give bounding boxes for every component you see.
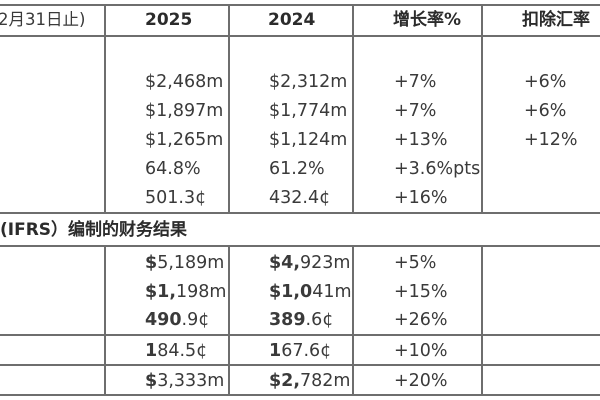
col-divider-3 xyxy=(352,4,354,214)
section2-top-border xyxy=(0,245,600,247)
value-2025-bold: 490 xyxy=(145,310,182,330)
section-title-ifrs: (IFRS）编制的财务结果 xyxy=(0,220,188,240)
growth-value: +5% xyxy=(394,253,437,273)
col-divider-4b xyxy=(481,245,483,396)
section2-bottom-border xyxy=(0,334,600,336)
col-divider-1b xyxy=(104,245,106,396)
header-period-label: 2月31日止) xyxy=(0,10,86,29)
col-divider-3b xyxy=(352,245,354,396)
header-divider xyxy=(0,35,600,37)
value-2024-rest: 67.6¢ xyxy=(281,341,332,361)
value-2025-bold: $ xyxy=(145,253,158,273)
value-2024-rest: 782m xyxy=(300,371,351,391)
value-2024: $4,923m xyxy=(269,252,350,274)
growth-value: +16% xyxy=(394,188,448,208)
col-divider-2 xyxy=(228,4,230,214)
value-2024: $1,041m xyxy=(269,281,352,303)
growth-value: +13% xyxy=(394,130,448,150)
value-2025-rest: 5,189m xyxy=(157,253,225,273)
growth-value: +26% xyxy=(394,310,448,330)
header-growth: 增长率% xyxy=(393,10,462,30)
col-divider-4 xyxy=(481,4,483,214)
table-border-bottom xyxy=(0,394,600,396)
col-divider-2b xyxy=(228,245,230,396)
growth-value: +7% xyxy=(394,72,437,92)
value-2025-rest: 84.5¢ xyxy=(157,341,208,361)
value-2024: 389.6¢ xyxy=(269,309,333,331)
value-2024: 167.6¢ xyxy=(269,340,331,362)
fx-growth-value: +12% xyxy=(524,130,578,150)
value-2024: $1,124m xyxy=(269,130,348,150)
value-2025-bold: 1 xyxy=(145,341,158,361)
value-2024-rest: 923m xyxy=(300,253,351,273)
value-2025: 501.3¢ xyxy=(145,188,207,208)
section1-bottom-border xyxy=(0,212,600,214)
value-2025-rest: 198m xyxy=(176,282,227,302)
value-2025: 64.8% xyxy=(145,159,201,179)
value-2025: $1,897m xyxy=(145,101,224,121)
value-2024-bold: $2, xyxy=(269,371,301,391)
value-2025: 184.5¢ xyxy=(145,340,207,362)
value-2025: $1,198m xyxy=(145,281,226,303)
col-divider-1 xyxy=(104,4,106,214)
value-2025-bold: $ xyxy=(145,371,158,391)
value-2024: $1,774m xyxy=(269,101,348,121)
value-2024-bold: 1 xyxy=(269,341,282,361)
value-2024: 61.2% xyxy=(269,159,325,179)
value-2024: $2,782m xyxy=(269,370,350,392)
fx-growth-value: +6% xyxy=(524,101,567,121)
value-2024-bold: 389 xyxy=(269,310,306,330)
value-2025: $3,333m xyxy=(145,370,224,392)
value-2024: $2,312m xyxy=(269,72,348,92)
value-2024-rest: .6¢ xyxy=(305,310,334,330)
header-2025: 2025 xyxy=(145,10,193,30)
section3-bottom-border xyxy=(0,364,600,366)
growth-value: +10% xyxy=(394,341,448,361)
value-2025-rest: .9¢ xyxy=(181,310,210,330)
value-2025: $1,265m xyxy=(145,130,224,150)
value-2025-bold: $1, xyxy=(145,282,177,302)
value-2025: 490.9¢ xyxy=(145,309,209,331)
value-2024-bold: $1,0 xyxy=(269,282,313,302)
value-2025: $2,468m xyxy=(145,72,224,92)
value-2024-bold: $4, xyxy=(269,253,301,273)
table-border-top xyxy=(0,4,600,6)
value-2024: 432.4¢ xyxy=(269,188,331,208)
fx-growth-value: +6% xyxy=(524,72,567,92)
header-2024: 2024 xyxy=(268,10,316,30)
growth-value: +20% xyxy=(394,371,448,391)
header-constant-fx: 扣除汇率 xyxy=(522,10,590,30)
value-2024-rest: 41m xyxy=(312,282,352,302)
value-2025-rest: 3,333m xyxy=(157,371,225,391)
growth-value: +15% xyxy=(394,282,448,302)
growth-value: +3.6%pts xyxy=(394,159,481,179)
growth-value: +7% xyxy=(394,101,437,121)
value-2025: $5,189m xyxy=(145,252,224,274)
